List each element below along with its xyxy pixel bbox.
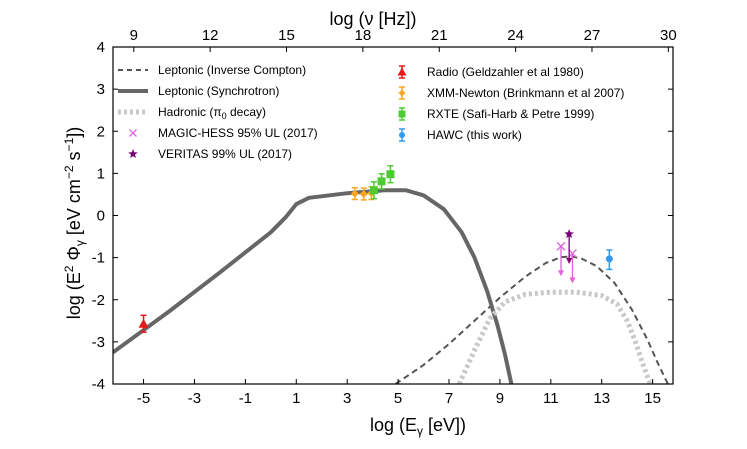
legend-label: HAWC (this work) <box>427 128 522 142</box>
y-tick-label: -3 <box>92 334 105 351</box>
marker <box>564 229 574 239</box>
y-axis-label: log (E2 Φγ [eV cm−2 s−1]) <box>62 127 87 320</box>
y-tick-label: -2 <box>92 292 105 309</box>
x-tick-label: 9 <box>496 390 504 407</box>
x-tick-label: 11 <box>543 390 559 407</box>
legend-item-left-4: VERITAS 99% UL (2017) <box>128 147 292 161</box>
legend-label: MAGIC-HESS 95% UL (2017) <box>158 126 318 140</box>
legend-label: RXTE (Safi-Harb & Petre 1999) <box>427 107 594 121</box>
point-1-0 <box>350 186 359 201</box>
top-axis-label: log (ν [Hz]) <box>329 9 416 29</box>
x-tick-label: 5 <box>394 390 402 407</box>
point-2-2 <box>386 165 395 184</box>
top-tick-label: 18 <box>355 27 372 44</box>
top-tick-label: 21 <box>431 27 448 44</box>
legend-swatch-diamond <box>398 89 406 97</box>
legend-item-right-2: RXTE (Safi-Harb & Petre 1999) <box>398 107 594 121</box>
marker <box>556 241 566 251</box>
marker <box>359 190 368 199</box>
legend-item-left-1: Leptonic (Synchrotron) <box>118 84 279 98</box>
point-3-0 <box>605 249 613 271</box>
point-2-1 <box>377 173 386 190</box>
y-tick-label: 4 <box>97 39 105 56</box>
y-tick-label: 0 <box>97 208 105 225</box>
legend-swatch-star <box>128 149 138 158</box>
x-tick-label: -5 <box>137 390 150 407</box>
x-tick-label: -1 <box>239 390 252 407</box>
legend-item-left-0: Leptonic (Inverse Compton) <box>118 63 306 77</box>
marker <box>377 177 386 186</box>
marker <box>369 186 378 195</box>
legend-item-left-2: Hadronic (π0 decay) <box>118 105 266 121</box>
top-tick-label: 15 <box>278 27 295 44</box>
data-points <box>138 165 613 333</box>
legend-label: XMM-Newton (Brinkmann et al 2007) <box>427 86 624 100</box>
x-tick-label: 15 <box>644 390 661 407</box>
upper-limit-1-0 <box>564 229 574 265</box>
top-tick-label: 12 <box>202 27 219 44</box>
upper-limit-0-0 <box>556 241 566 277</box>
y-tick-label: -4 <box>92 376 105 393</box>
x-tick-label: 13 <box>593 390 610 407</box>
y-tick-label: 1 <box>97 165 105 182</box>
legend-label: VERITAS 99% UL (2017) <box>158 147 292 161</box>
marker <box>138 318 149 328</box>
legend: Leptonic (Inverse Compton) Leptonic (Sync… <box>118 63 624 161</box>
x-tick-label: 1 <box>292 390 300 407</box>
ul-arrowhead <box>566 258 573 265</box>
ul-arrowhead <box>558 270 564 277</box>
ul-arrowhead <box>569 277 576 284</box>
legend-label: Hadronic (π0 decay) <box>158 105 266 121</box>
top-tick-label: 27 <box>584 27 601 44</box>
y-tick-label: -1 <box>92 250 105 267</box>
series-line-2 <box>456 289 653 384</box>
point-1-1 <box>359 187 368 201</box>
legend-swatch-triangle <box>397 67 407 76</box>
legend-label: Leptonic (Synchrotron) <box>158 84 279 98</box>
legend-label: Leptonic (Inverse Compton) <box>158 63 306 77</box>
legend-item-right-3: HAWC (this work) <box>399 128 522 142</box>
marker <box>350 189 359 198</box>
x-tick-label: -3 <box>188 390 201 407</box>
marker <box>605 255 613 263</box>
y-tick-label: 3 <box>97 81 105 98</box>
x-tick-label: 3 <box>343 390 351 407</box>
series-line-1 <box>113 188 514 384</box>
legend-item-right-0: Radio (Geldzahler et al 1980) <box>397 65 584 79</box>
legend-swatch-square <box>398 110 406 118</box>
legend-item-right-1: XMM-Newton (Brinkmann et al 2007) <box>398 86 624 100</box>
marker <box>386 170 395 179</box>
legend-item-left-3: MAGIC-HESS 95% UL (2017) <box>129 126 318 140</box>
point-2-0 <box>369 181 378 200</box>
legend-swatch-x <box>129 129 137 137</box>
top-tick-label: 24 <box>507 27 524 44</box>
top-tick-label: 30 <box>660 27 677 44</box>
legend-label: Radio (Geldzahler et al 1980) <box>427 65 584 79</box>
model-curves <box>113 188 669 384</box>
legend-swatch-circle <box>399 132 405 138</box>
x-axis-label: log (Eγ [eV]) <box>370 415 466 438</box>
y-tick-label: 2 <box>97 123 105 140</box>
x-tick-label: 7 <box>445 390 453 407</box>
series-line-0 <box>394 255 669 384</box>
point-0-0 <box>138 314 149 333</box>
top-tick-label: 9 <box>130 27 138 44</box>
